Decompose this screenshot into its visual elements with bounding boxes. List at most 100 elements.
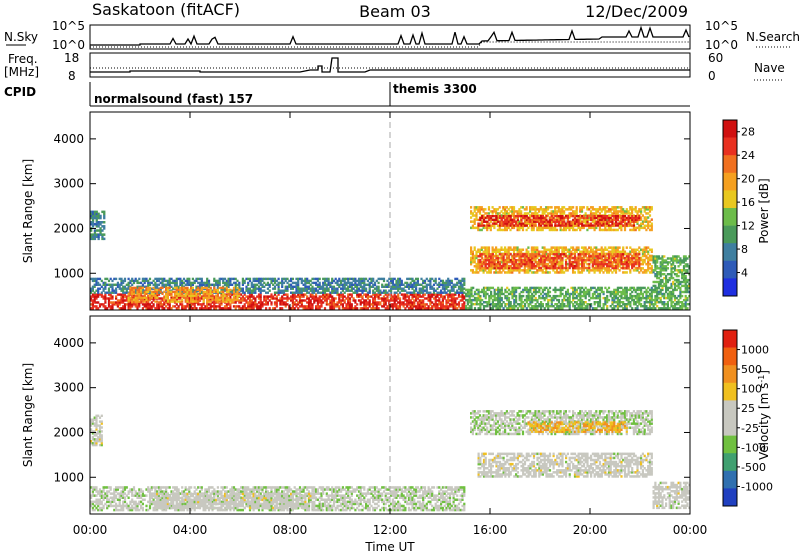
power-cell-2 (242, 288, 244, 290)
power-cell-5 (535, 224, 537, 226)
power-cell-7 (588, 267, 590, 269)
power-cell-0 (103, 238, 105, 241)
power-cell-6 (583, 269, 585, 272)
power-cell-3 (199, 299, 201, 301)
power-cell-4 (513, 206, 515, 209)
power-cell-7 (583, 263, 585, 265)
power-cell-3 (210, 287, 212, 289)
freq-left-tick-bottom: 8 (68, 69, 76, 83)
power-cell-6 (527, 251, 529, 254)
power-cell-5 (638, 224, 640, 226)
power-cell-7 (499, 261, 501, 263)
power-cell-7 (549, 253, 551, 255)
cpid-entry-normalsound: normalsound (fast) 157 (94, 92, 253, 106)
power-cell-2 (417, 278, 419, 280)
noise-right-tick-bottom: 10^0 (705, 38, 738, 52)
power-cell-0 (99, 215, 101, 218)
power-cell-7 (565, 261, 567, 263)
power-cell-7 (545, 263, 547, 265)
power-cell-1 (356, 303, 358, 305)
power-cell-2 (292, 278, 294, 280)
power-cell-5 (581, 221, 583, 223)
power-cell-2 (401, 280, 403, 282)
power-cell-1 (153, 303, 155, 305)
power-cell-4 (572, 206, 574, 209)
power-cell-3 (229, 293, 231, 295)
power-cell-2 (201, 278, 203, 280)
freq-right-tick-bottom: 0 (708, 69, 716, 83)
power-cell-4 (651, 206, 653, 209)
power-cell-1 (269, 307, 271, 309)
power-cell-6 (536, 246, 538, 249)
power-cell-6 (622, 246, 624, 249)
power-cell-1 (286, 293, 288, 295)
power-cell-3 (149, 287, 151, 289)
power-cell-2 (429, 292, 431, 294)
power-cell-2 (269, 290, 271, 292)
noise-right-label: N.Search (746, 30, 800, 44)
cpid-label: CPID (4, 85, 36, 99)
power-cell-6 (626, 271, 628, 274)
power-cell-5 (545, 215, 547, 217)
power-cell-5 (638, 215, 640, 217)
power-cell-1 (270, 301, 272, 303)
power-cell-4 (651, 218, 653, 221)
power-cell-2 (463, 278, 465, 280)
beam-title: Beam 03 (359, 2, 431, 21)
power-cell-3 (169, 287, 171, 289)
power-cell-6 (651, 265, 653, 268)
power-cell-4 (649, 214, 651, 217)
power-cell-7 (544, 253, 546, 255)
power-cell-1 (463, 301, 465, 303)
power-cell-6 (651, 249, 653, 252)
power-cell-1 (335, 297, 337, 299)
power-cell-4 (556, 229, 558, 232)
power-cell-0 (103, 225, 105, 228)
power-cell-2 (319, 278, 321, 280)
noise-left-tick-top: 10^5 (52, 19, 85, 33)
power-cell-2 (365, 288, 367, 290)
power-cell-2 (328, 278, 330, 280)
power-cell-4 (499, 206, 501, 209)
power-cell-1 (351, 303, 353, 305)
power-cell-1 (356, 307, 358, 309)
power-cell-4 (470, 206, 472, 209)
power-cell-6 (577, 246, 579, 249)
power-cell-1 (369, 299, 371, 301)
power-cell-5 (633, 224, 635, 226)
power-cell-3 (222, 287, 224, 289)
power-cell-2 (451, 280, 453, 282)
power-cell-4 (651, 223, 653, 226)
power-cell-5 (617, 215, 619, 217)
power-cell-2 (319, 282, 321, 284)
power-cell-5 (495, 215, 497, 217)
noise-right-tick-top: 10^5 (705, 19, 738, 33)
freq-line (90, 58, 690, 72)
power-cell-2 (124, 278, 126, 280)
power-cell-7 (570, 253, 572, 255)
power-cell-3 (192, 287, 194, 289)
power-cell-1 (265, 307, 267, 309)
power-cell-2 (383, 278, 385, 280)
power-cell-3 (199, 295, 201, 297)
power-cell-4 (526, 206, 528, 209)
power-cell-2 (138, 278, 140, 280)
power-cell-6 (488, 246, 490, 249)
power-cell-7 (497, 257, 499, 259)
power-cell-4 (551, 206, 553, 209)
power-cell-3 (238, 293, 240, 295)
power-cell-0 (103, 221, 105, 224)
freq-left-tick-top: 18 (64, 51, 79, 65)
power-cell-6 (626, 246, 628, 249)
power-cell-5 (483, 224, 485, 226)
power-cell-0 (103, 233, 105, 236)
power-cell-1 (378, 307, 380, 309)
power-cell-6 (549, 271, 551, 274)
power-cell-6 (522, 249, 524, 252)
noise-sky-line (90, 28, 689, 45)
freq-panel (90, 53, 690, 77)
power-cell-2 (372, 278, 374, 280)
power-cell-5 (551, 224, 553, 226)
power-cell-5 (526, 224, 528, 226)
